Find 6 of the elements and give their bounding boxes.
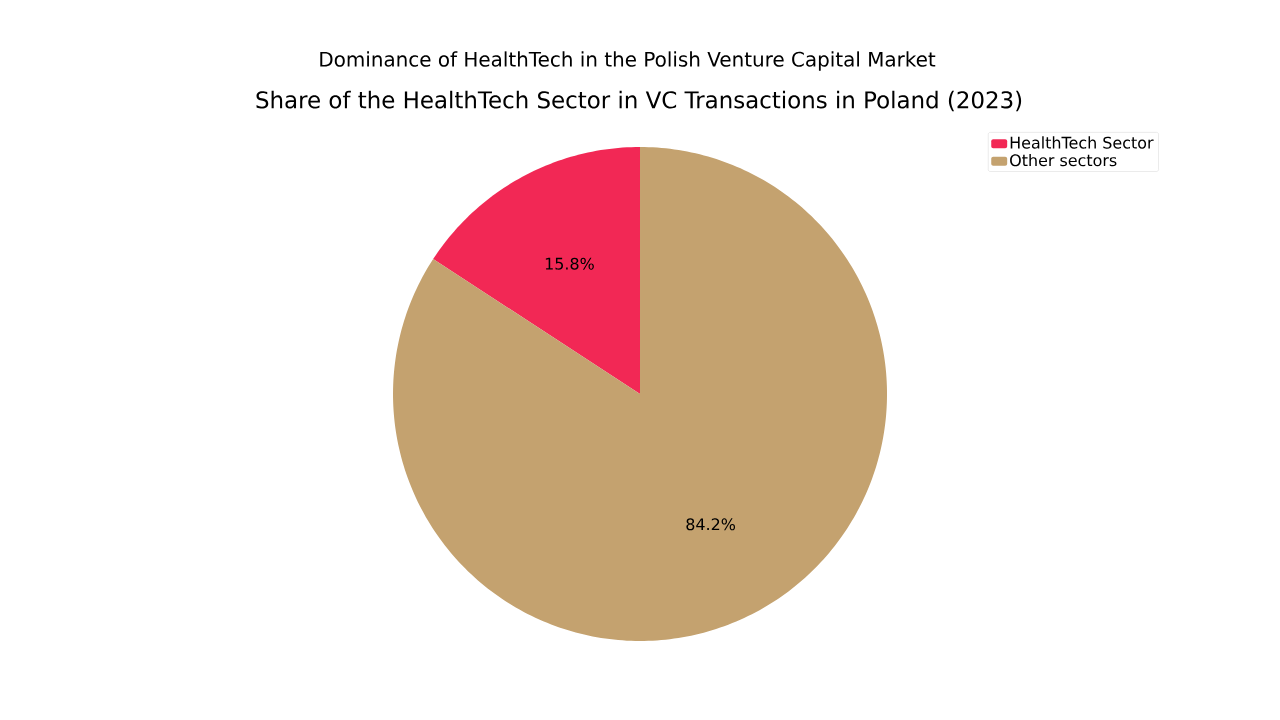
data-label: 15.8% — [545, 257, 594, 270]
chart-title: Dominance of HealthTech in the Polish Venture Capital Market — [320, 51, 936, 71]
legend-label: Other sectors — [1010, 153, 1117, 167]
legend-label: HealthTech Sector — [1010, 136, 1154, 149]
data-label: 84.2% — [686, 518, 736, 531]
chart-subtitle: Share of the HealthTech Sector in VC Transactions in Poland (2023) — [256, 90, 1022, 112]
